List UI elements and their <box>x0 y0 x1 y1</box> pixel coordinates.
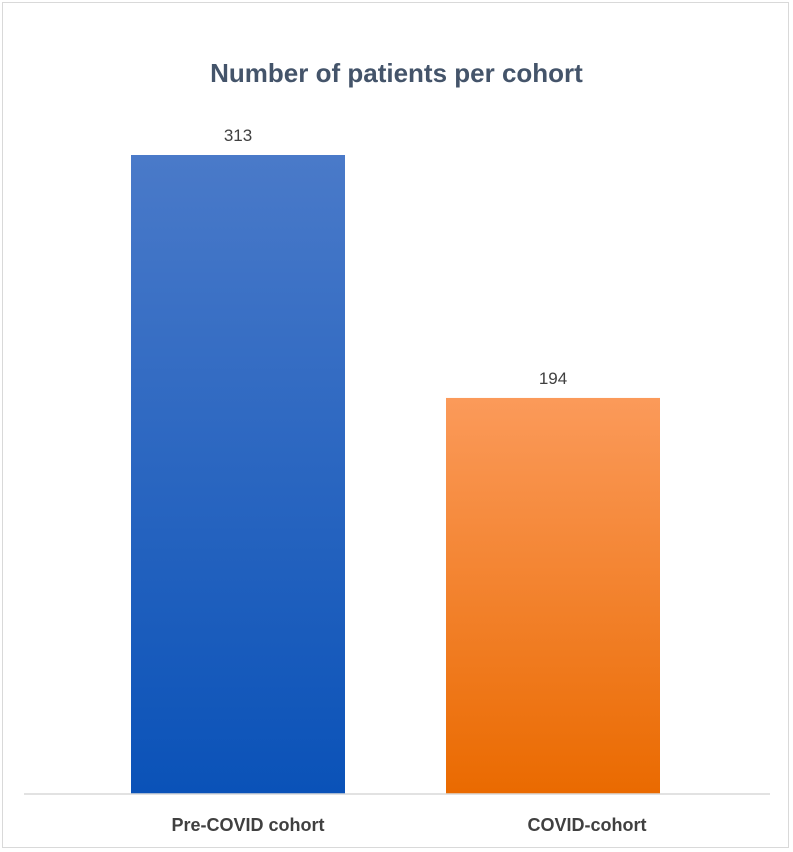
data-label: 313 <box>224 126 252 145</box>
data-label: 194 <box>539 369 567 388</box>
category-label: COVID-cohort <box>528 815 647 835</box>
chart-title: Number of patients per cohort <box>210 58 583 88</box>
bar-pre-covid-cohort <box>131 155 345 794</box>
category-label: Pre-COVID cohort <box>171 815 324 835</box>
bar-covid-cohort <box>446 397 660 794</box>
